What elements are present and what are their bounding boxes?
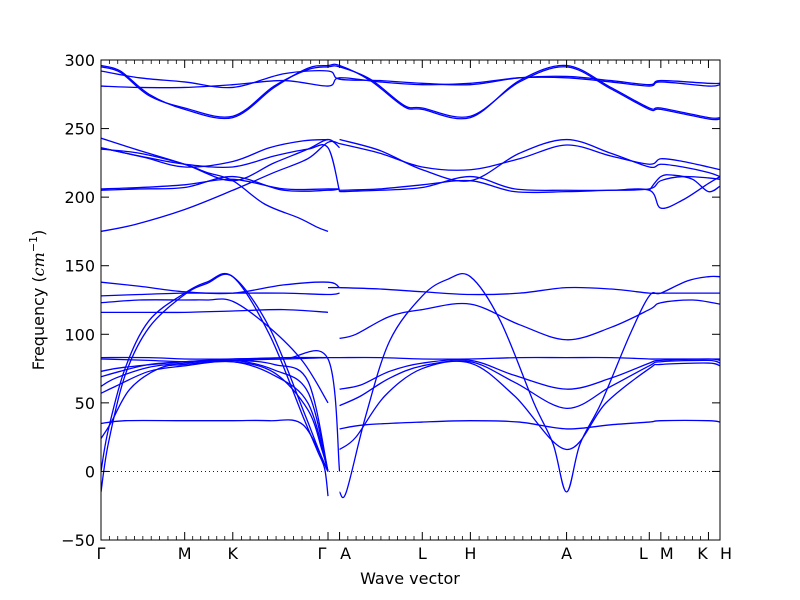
band-line-12: [101, 298, 329, 404]
y-tick-label-1: −50: [61, 531, 95, 550]
x-tick-label-2: M: [178, 544, 192, 563]
band-line-18: [339, 358, 720, 390]
band-line-9: [101, 356, 720, 360]
band-line-33: [648, 174, 720, 193]
y-axis-label: Frequency (cm−1): [27, 230, 48, 371]
band-line-32: [339, 176, 720, 210]
band-line-36: [101, 63, 720, 120]
band-line-17: [339, 299, 720, 341]
band-line-19: [339, 359, 720, 409]
band-line-30: [339, 138, 720, 182]
band-line-20: [339, 360, 720, 451]
x-tick-label-11: K: [697, 544, 708, 563]
dispersion-bands: [101, 63, 720, 499]
band-line-24: [101, 178, 340, 191]
band-line-14: [101, 292, 340, 297]
x-tick-label-6: L: [418, 544, 427, 563]
x-tick-label-4: Γ: [318, 544, 327, 563]
plot-frame: [100, 59, 721, 541]
x-tick-label-12: H: [720, 544, 732, 563]
x-tick-label-3: K: [228, 544, 239, 563]
x-axis-label: Wave vector: [360, 569, 460, 588]
y-tick-label-7: 250: [64, 120, 95, 139]
band-line-4: [101, 419, 329, 472]
band-line-34: [101, 76, 720, 89]
x-tick-label-7: H: [464, 544, 476, 563]
band-line-10: [101, 350, 341, 472]
band-line-37: [101, 65, 720, 121]
y-tick-label-6: 200: [64, 188, 95, 207]
y-tick-label-5: 150: [64, 257, 95, 276]
band-line-35: [101, 69, 720, 89]
band-line-11: [101, 308, 329, 314]
y-tick-label-4: 100: [64, 325, 95, 344]
x-tick-label-1: Γ: [97, 544, 106, 563]
band-line-29: [339, 143, 720, 171]
x-tick-label-9: L: [639, 544, 648, 563]
band-line-15: [328, 286, 720, 296]
band-line-5: [101, 360, 329, 472]
band-line-28: [101, 138, 329, 168]
band-line-23: [101, 175, 340, 193]
x-tick-label-10: M: [660, 544, 674, 563]
x-tick-label-5: A: [340, 544, 351, 563]
x-tick-label-8: A: [561, 544, 572, 563]
y-tick-label-8: 300: [64, 51, 95, 70]
y-tick-label-2: 0: [85, 462, 95, 481]
y-tick-label-3: 50: [75, 394, 95, 413]
band-line-21: [339, 419, 720, 430]
